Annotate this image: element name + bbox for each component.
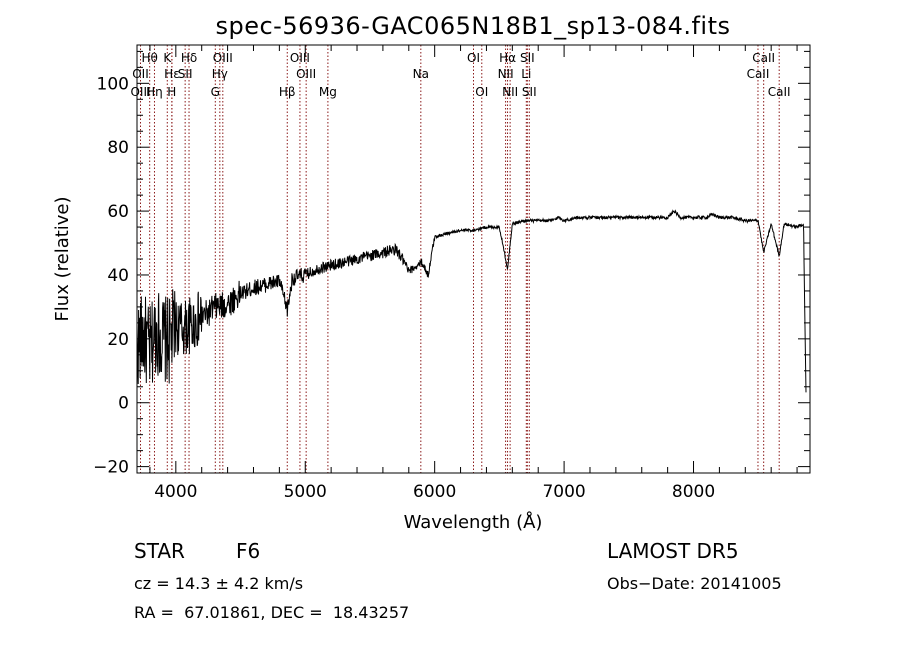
observation-date: Obs−Date: 20141005 [607, 574, 782, 593]
x-axis-label: Wavelength (Å) [404, 511, 543, 533]
spectral-line-label: OIII [290, 51, 310, 65]
spectral-line-label: SII [522, 85, 537, 99]
spectrum-series [136, 209, 807, 393]
survey-name: LAMOST DR5 [607, 539, 739, 563]
spectral-line-label: OII [132, 67, 149, 81]
spectral-line-label: H [167, 85, 176, 99]
spectral-line-label: Hη [146, 85, 163, 99]
spectral-line-label: CaII [747, 67, 770, 81]
y-tick-label: 40 [107, 266, 129, 286]
spectral-line-label: Li [521, 67, 531, 81]
spectral-line-label: OIII [296, 67, 316, 81]
x-tick-label: 4000 [154, 482, 197, 502]
y-tick-label: 60 [107, 202, 129, 222]
y-tick-label: 80 [107, 138, 129, 158]
spectral-line-label: G [211, 85, 220, 99]
object-class: STAR [134, 539, 185, 563]
spectral-line-label: OI [475, 85, 488, 99]
x-tick-label: 6000 [413, 482, 456, 502]
x-axis: 4000 5000 6000 7000 8000 [149, 45, 798, 502]
spectrum-line [136, 209, 807, 393]
spectral-line-label: SII [520, 51, 535, 65]
spectral-line-label: CaII [768, 85, 791, 99]
redshift-text: cz = 14.3 ± 4.2 km/s [134, 574, 304, 593]
y-axis-label: Flux (relative) [52, 196, 73, 321]
y-tick-label: −20 [93, 458, 129, 478]
y-tick-label: 0 [118, 394, 129, 414]
spectral-line-markers [139, 45, 780, 473]
coordinates-text: RA = 67.01861, DEC = 18.43257 [134, 603, 410, 622]
spectral-line-label: Mg [319, 85, 337, 99]
spectral-line-label: OI [467, 51, 480, 65]
spectral-line-label: Hγ [212, 67, 228, 81]
spectral-line-label: Na [413, 67, 429, 81]
spectral-line-label: OIII [213, 51, 233, 65]
x-tick-label: 8000 [672, 482, 715, 502]
spectral-line-label: Hε [164, 67, 180, 81]
spectral-line-label: CaII [752, 51, 775, 65]
y-tick-label: 20 [107, 330, 129, 350]
y-axis: −20 0 20 40 60 80 100 [93, 50, 810, 478]
x-tick-label: 5000 [284, 482, 327, 502]
y-tick-label: 100 [97, 74, 129, 94]
spectral-line-label: OIII [130, 85, 150, 99]
spectral-line-label: K [163, 51, 172, 65]
spectral-line-label: NII [498, 67, 514, 81]
x-tick-label: 7000 [542, 482, 585, 502]
spectral-line-label: SII [178, 67, 193, 81]
spectral-line-label: Hδ [181, 51, 197, 65]
spectral-line-label: Hθ [141, 51, 157, 65]
object-subclass: F6 [236, 539, 261, 563]
spectral-line-label: Hβ [279, 85, 296, 99]
chart-title: spec-56936-GAC065N18B1_sp13-084.fits [215, 12, 730, 40]
spectral-line-label: Hα [499, 51, 516, 65]
spectral-line-label: NII [502, 85, 518, 99]
